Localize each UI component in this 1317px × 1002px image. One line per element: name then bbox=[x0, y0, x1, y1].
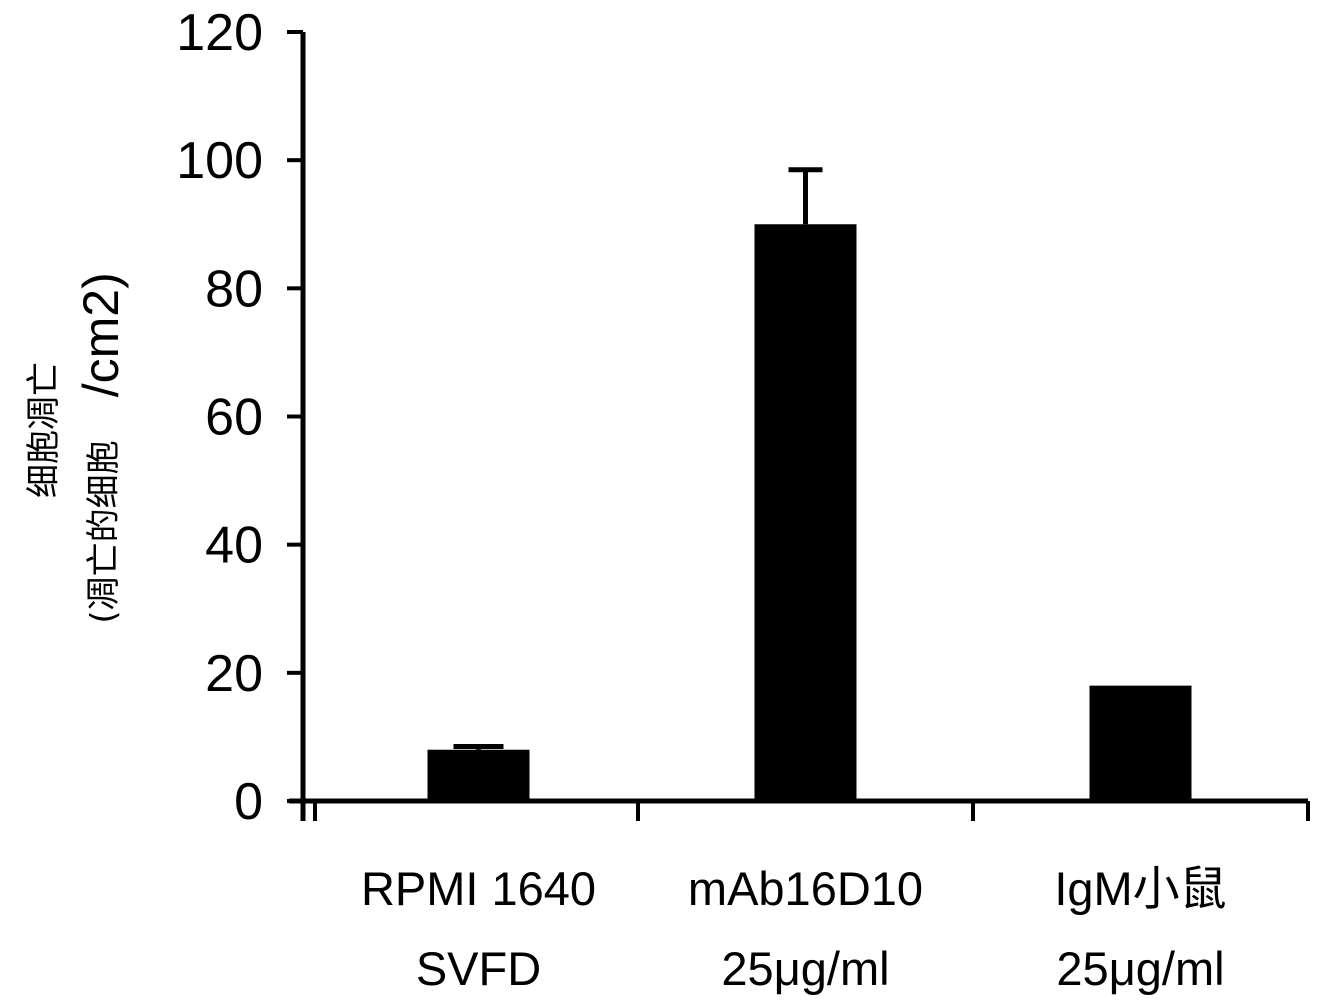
x-tick-label: SVFD bbox=[416, 942, 541, 995]
y-ticks: 0 20 40 60 80 100 120 bbox=[176, 4, 303, 831]
x-tick-label: IgM小鼠 bbox=[1054, 862, 1226, 915]
bar bbox=[755, 224, 857, 801]
y-axis-label-unit: /cm2) bbox=[73, 272, 129, 397]
y-tick-label: 80 bbox=[205, 260, 263, 318]
y-axis-label-line2: (凋亡的细胞 bbox=[84, 440, 124, 623]
y-tick-label: 120 bbox=[176, 4, 263, 62]
bar bbox=[1090, 686, 1192, 801]
y-tick-label: 40 bbox=[205, 517, 263, 575]
y-axis-label-line1: 细胞凋亡 bbox=[24, 362, 64, 498]
y-tick-label: 60 bbox=[205, 389, 263, 447]
y-tick-label: 0 bbox=[234, 773, 263, 831]
x-tick-labels: RPMI 1640 SVFD mAb16D10 25μg/ml IgM小鼠 25μg/ml bbox=[361, 862, 1227, 995]
y-axis-label: 细胞凋亡 (凋亡的细胞 /cm2) bbox=[24, 272, 129, 623]
svg-text:(凋亡的细胞 /cm2): (凋亡的细胞 /cm2) bbox=[73, 272, 129, 623]
bars bbox=[428, 224, 1192, 801]
y-tick-label: 100 bbox=[176, 132, 263, 190]
x-tick-label: RPMI 1640 bbox=[361, 862, 596, 915]
x-tick-label: mAb16D10 bbox=[688, 862, 923, 915]
x-tick-label: 25μg/ml bbox=[721, 942, 889, 995]
svg-text:细胞凋亡: 细胞凋亡 bbox=[24, 362, 64, 498]
bar bbox=[428, 750, 530, 801]
y-tick-label: 20 bbox=[205, 645, 263, 703]
x-tick-label: 25μg/ml bbox=[1056, 942, 1224, 995]
